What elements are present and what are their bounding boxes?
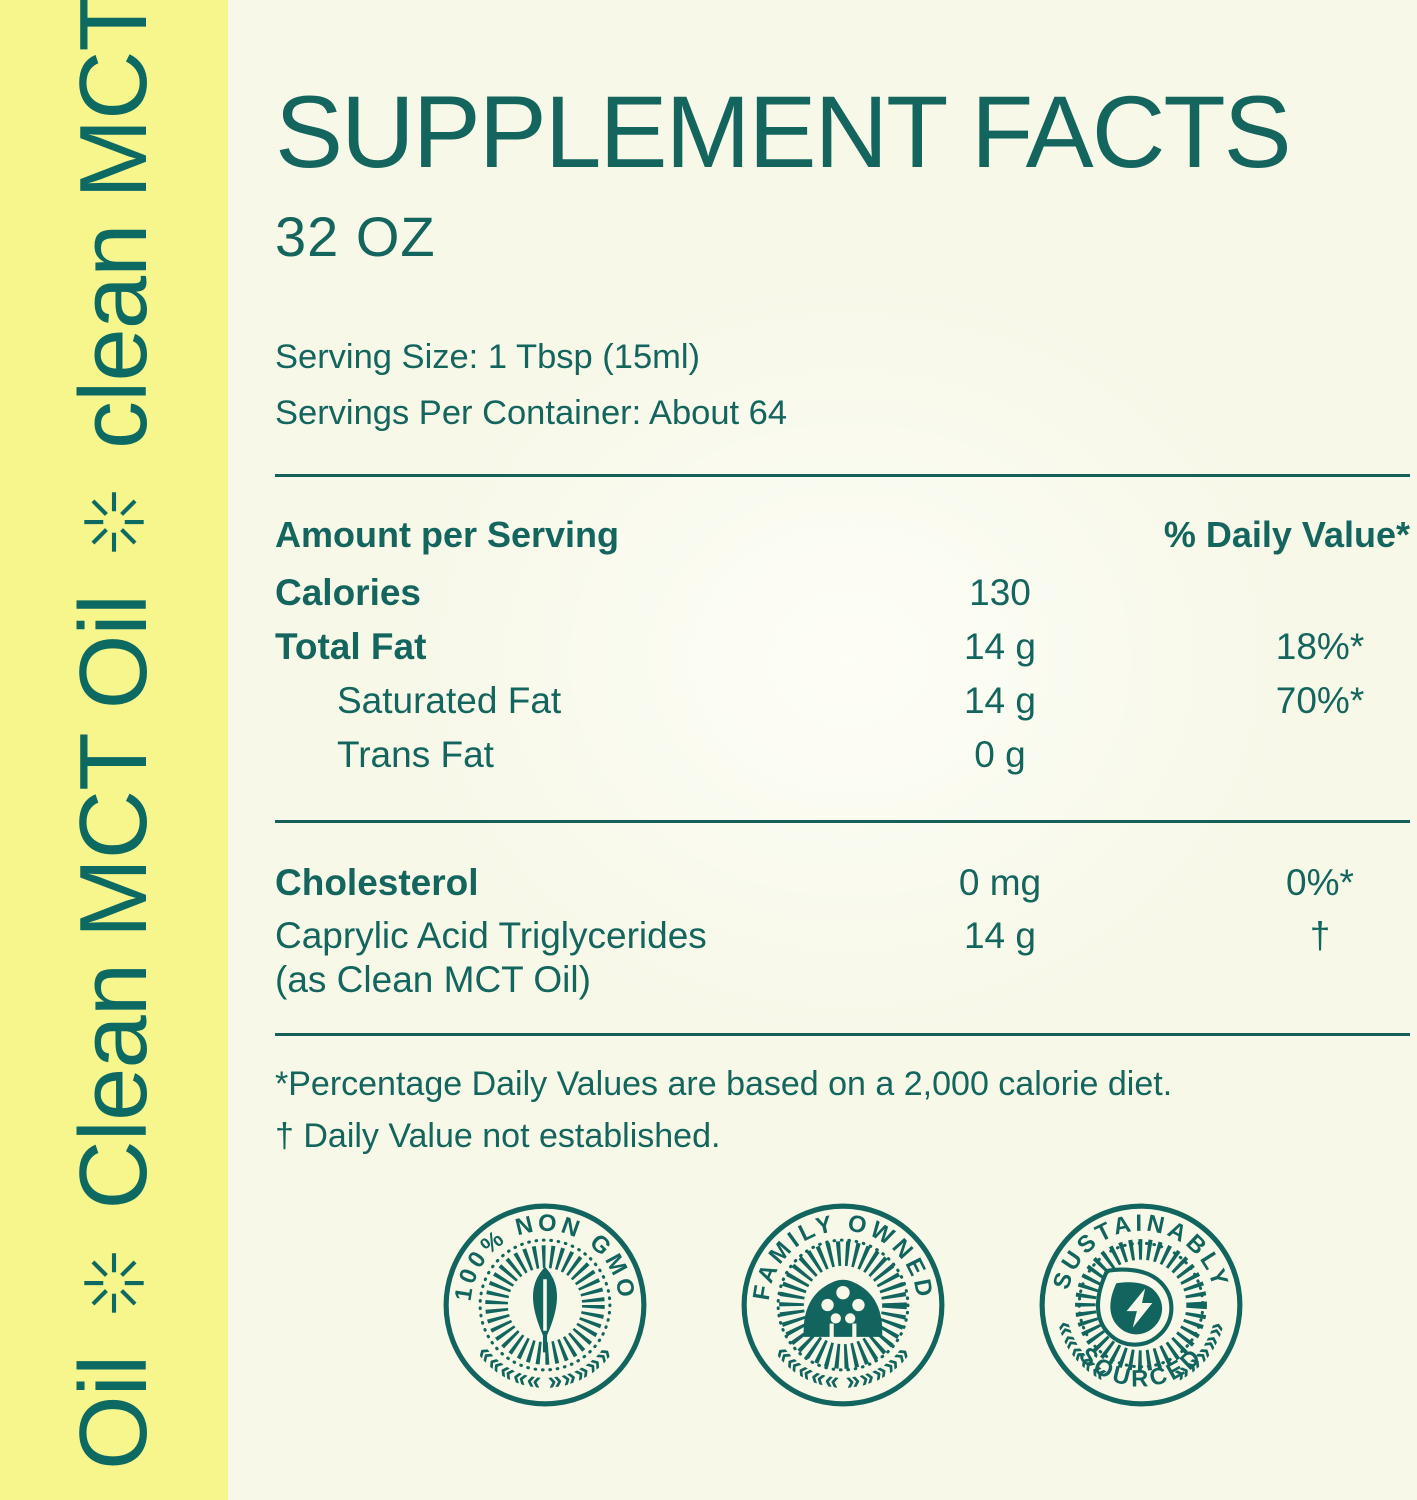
sidebar-strip: Oil Clean MCT Oil clean MCT [0,0,228,1500]
servings-per-container-line: Servings Per Container: About 64 [275,394,788,432]
nutrient-row-trans-fat: Trans Fat 0 g [275,728,1410,782]
family-icon [803,1279,882,1338]
serving-size-line: Serving Size: 1 Tbsp (15ml) [275,338,701,376]
divider [275,820,1410,823]
badge-label-bottom: SOURCED [1073,1343,1204,1393]
nutrient-rows-section-2: Cholesterol 0 mg 0%* [275,856,1410,910]
divider [275,1033,1410,1036]
nutrient-label: Saturated Fat [337,680,562,721]
nutrient-label-line2: (as Clean MCT Oil) [275,959,591,1000]
label-content: SUPPLEMENT FACTS 32 OZ Serving Size: 1 T… [275,0,1410,1500]
badge-dotted-ring [776,1238,909,1372]
divider [275,474,1410,477]
nutrient-row-calories: Calories 130 [275,566,1410,620]
badge-family-owned: FAMILY OWNED ««««« »»»»» [741,1203,944,1407]
nutrient-label: Trans Fat [337,734,494,775]
size-label: 32 OZ [275,205,436,268]
nutrient-amount: 130 [969,572,1031,613]
badge-outer-ring [443,1203,646,1407]
badge-outer-ring [1039,1203,1242,1407]
nutrient-label: Cholesterol [275,862,479,903]
nutrient-daily-value: 70%* [1275,680,1365,721]
nutrient-label-line1: Caprylic Acid Triglycerides [275,915,707,956]
nutrient-row-saturated-fat: Saturated Fat 14 g 70%* [275,674,1410,728]
footnote-dagger: † Daily Value not established. [275,1117,721,1155]
footnote-percentage: *Percentage Daily Values are based on a … [275,1065,1173,1103]
badge-row: 100% NON GMO ««««« »»»»» [275,1202,1410,1408]
nutrient-row-caprylic: Caprylic Acid Triglycerides (as Clean MC… [275,914,1410,1002]
starburst-icon [84,492,144,552]
svg-text:SOURCED: SOURCED [1073,1343,1208,1393]
nutrient-daily-value: † [1309,915,1331,956]
nutrient-row-cholesterol: Cholesterol 0 mg 0%* [275,856,1410,910]
sidebar-text-clean-mct: clean MCT [60,0,167,449]
nutrient-daily-value: 18%* [1275,626,1365,667]
nutrient-amount: 14 g [963,626,1036,667]
badge-dotted-ring [478,1238,611,1372]
lightning-shield-icon [1095,1267,1173,1347]
badge-sustainably-sourced: ««««« »»»»» SUSTAINABLY SOURCED [1039,1203,1242,1407]
nutrient-amount: 0 mg [958,862,1042,903]
starburst-icon [84,1252,144,1313]
nutrient-row-total-fat: Total Fat 14 g 18%* [275,620,1410,674]
nutrient-daily-value: 0%* [1286,862,1354,903]
sunburst-rays [1074,1239,1207,1371]
sunburst-rays [778,1241,907,1369]
nutrient-row: Caprylic Acid Triglycerides (as Clean MC… [275,914,1410,1002]
nutrient-label: Calories [275,572,422,613]
nutrient-amount: 14 g [963,680,1036,721]
nutrient-rows-section-1: Calories 130 Total Fat 14 g 18%* Saturat… [275,566,1410,782]
amount-per-serving-header: Amount per Serving [275,514,620,555]
nutrient-amount: 0 g [974,734,1026,775]
sidebar-text-clean-mct-oil: Clean MCT Oil [60,594,167,1210]
badge-non-gmo: 100% NON GMO ««««« »»»»» [443,1203,646,1407]
nutrient-amount: 14 g [963,915,1036,956]
badge-outer-ring [741,1203,944,1407]
sidebar-vertical-text: Oil Clean MCT Oil clean MCT [0,0,228,1500]
sidebar-text-oil: Oil [60,1355,167,1470]
sunburst-rays [484,1245,605,1365]
daily-value-header: % Daily Value* [1163,514,1410,555]
table-header: Amount per Serving % Daily Value* [275,514,1410,556]
page-title: SUPPLEMENT FACTS [275,75,1292,189]
nutrient-label: Caprylic Acid Triglycerides (as Clean MC… [275,914,770,1002]
nutrient-label: Total Fat [275,626,427,667]
leaf-icon [532,1266,557,1353]
